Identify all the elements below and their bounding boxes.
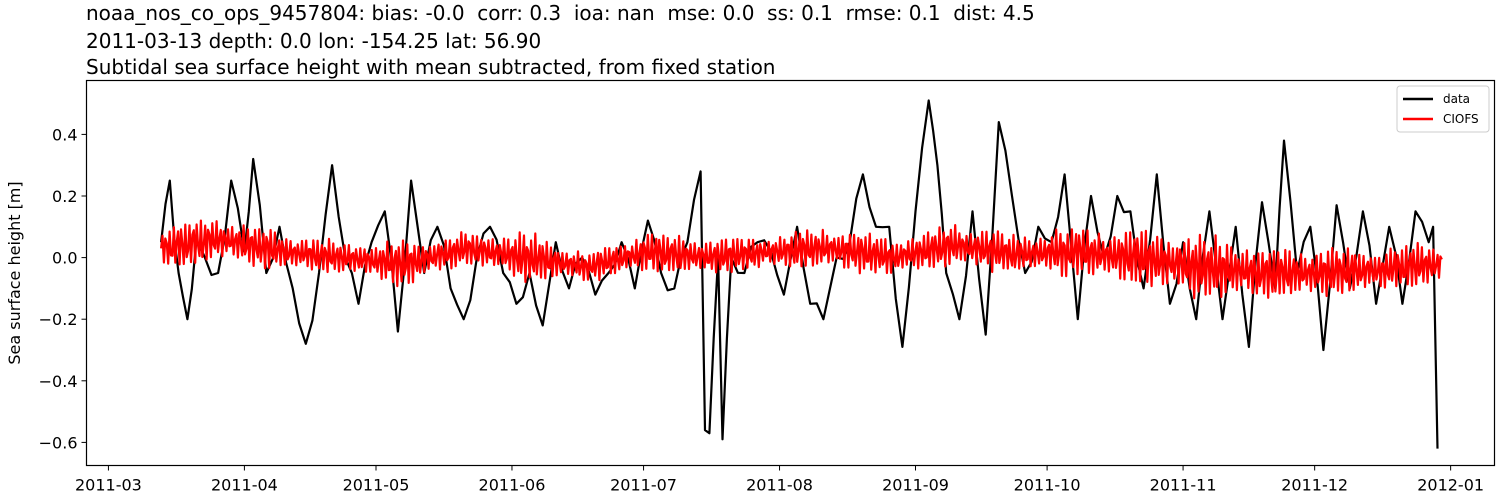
x-tick-label: 2011-05 [343,476,410,495]
chart-title-line-1: noaa_nos_co_ops_9457804: bias: -0.0 corr… [86,1,1035,25]
x-tick-label: 2012-01 [1417,476,1484,495]
chart-title-line-3: Subtidal sea surface height with mean su… [86,55,776,79]
legend-label-ciofs: CIOFS [1443,112,1479,126]
x-tick-label: 2011-04 [211,476,278,495]
plot-frame [85,79,1496,467]
y-tick-label: −0.6 [39,433,78,452]
y-tick-label: 0.4 [52,125,77,144]
y-tick-label: 0.0 [52,249,77,268]
series-data-line [160,99,1439,449]
y-tick-label: −0.4 [39,372,78,391]
x-axis: 2011-03 2011-04 2011-05 2011-06 2011-07 2011-… [75,465,1484,495]
x-tick-label: 2011-12 [1281,476,1348,495]
x-tick-label: 2011-07 [610,476,677,495]
x-tick-label: 2011-08 [746,476,813,495]
y-axis-label: Sea surface height [m] [5,181,24,364]
chart-title-line-2: 2011-03-13 depth: 0.0 lon: -154.25 lat: … [86,29,542,53]
series-layer [160,99,1443,449]
x-tick-label: 2011-11 [1150,476,1217,495]
legend-box [1396,85,1490,133]
series-ciofs-line [160,219,1443,300]
y-tick-label: 0.2 [52,187,77,206]
y-tick-label: −0.2 [39,310,78,329]
legend: data CIOFS [1396,85,1490,133]
x-tick-label: 2011-03 [75,476,142,495]
x-tick-label: 2011-10 [1014,476,1081,495]
legend-label-data: data [1443,92,1470,106]
x-tick-label: 2011-06 [479,476,546,495]
y-axis: 0.4 0.2 0.0 −0.2 −0.4 −0.6 [39,125,87,452]
x-tick-label: 2011-09 [882,476,949,495]
